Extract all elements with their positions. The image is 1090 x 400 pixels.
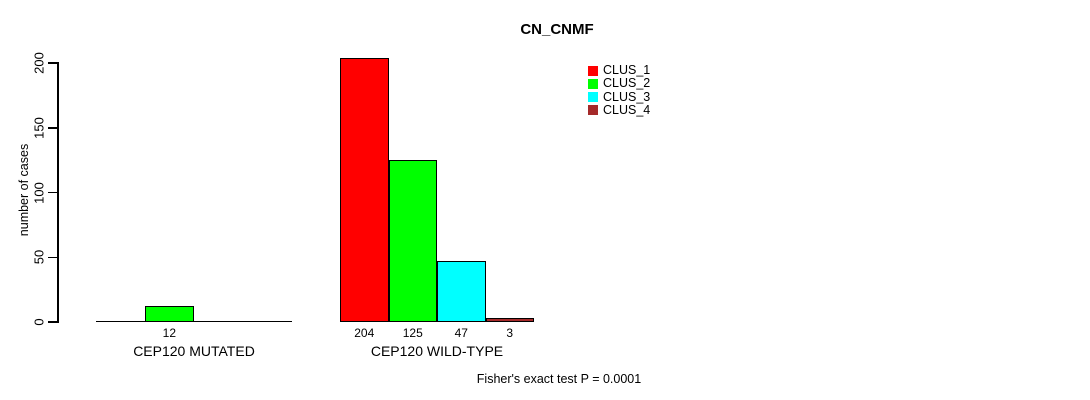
y-tick xyxy=(48,62,58,64)
bar-clus_3-1 xyxy=(437,261,486,322)
category-label-cep120-mutated: CEP120 MUTATED xyxy=(133,343,255,359)
y-tick xyxy=(48,321,58,323)
y-tick-label: 150 xyxy=(31,116,47,139)
bar-value-label: 12 xyxy=(162,326,177,340)
bar-clus_2-0 xyxy=(144,306,194,322)
y-tick-label: 100 xyxy=(31,181,47,204)
y-tick xyxy=(48,127,58,129)
legend-item-clus_2: CLUS_2 xyxy=(588,77,650,90)
chart-title: CN_CNMF xyxy=(520,21,594,38)
y-tick-label: 50 xyxy=(31,250,47,265)
legend-item-clus_1: CLUS_1 xyxy=(588,64,650,77)
bar-value-label: 47 xyxy=(454,326,468,340)
legend-swatch-clus_4 xyxy=(588,105,598,116)
y-axis-label: number of cases xyxy=(17,143,31,237)
bar-value-label: 204 xyxy=(354,326,375,340)
y-tick xyxy=(48,191,58,194)
bar-zero-clus_4-0 xyxy=(242,321,292,323)
legend-label: CLUS_4 xyxy=(603,102,651,117)
legend-swatch-clus_1 xyxy=(588,65,598,76)
bar-clus_4-1 xyxy=(485,318,534,322)
fisher-test-annotation: Fisher's exact test P = 0.0001 xyxy=(476,372,642,386)
legend-item-clus_3: CLUS_3 xyxy=(588,89,651,104)
legend-label: CLUS_3 xyxy=(603,89,651,104)
legend-swatch-clus_2 xyxy=(588,78,598,89)
legend-item-clus_4: CLUS_4 xyxy=(588,102,651,117)
legend-label: CLUS_1 xyxy=(603,63,651,77)
bar-clus_2-1 xyxy=(388,160,437,322)
category-label-cep120-wild-type: CEP120 WILD-TYPE xyxy=(370,343,504,359)
y-tick-label: 0 xyxy=(31,318,47,326)
legend-label: CLUS_2 xyxy=(603,76,651,91)
bar-zero-clus_1-0 xyxy=(96,321,145,323)
bar-value-label: 3 xyxy=(506,326,514,340)
y-tick-label: 200 xyxy=(31,52,47,74)
legend-swatch-clus_3 xyxy=(588,92,598,103)
y-tick xyxy=(48,256,58,258)
bar-clus_1-1 xyxy=(340,57,389,322)
bar-value-label: 125 xyxy=(402,326,423,340)
bar-zero-clus_3-0 xyxy=(193,321,243,323)
